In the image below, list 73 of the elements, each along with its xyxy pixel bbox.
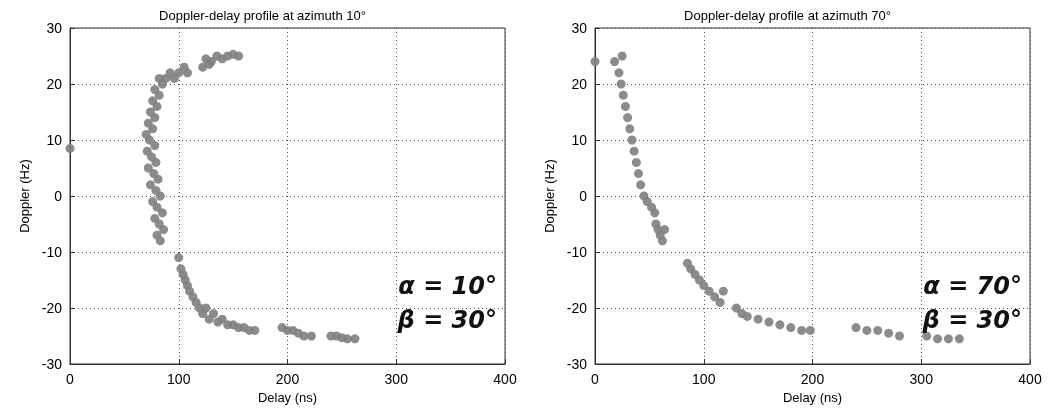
point bbox=[710, 292, 720, 302]
x-tick-label: 400 bbox=[493, 371, 517, 387]
point bbox=[614, 68, 624, 78]
y-tick-label: -20 bbox=[41, 300, 63, 316]
point bbox=[636, 180, 646, 190]
x-tick-label: 100 bbox=[167, 371, 191, 387]
y-tick-label: -10 bbox=[566, 244, 588, 260]
chart-title: Doppler-delay profile at azimuth 10° bbox=[159, 8, 366, 23]
x-tick-label: 0 bbox=[66, 371, 75, 387]
point bbox=[699, 281, 709, 291]
point bbox=[616, 79, 626, 89]
point bbox=[704, 286, 714, 296]
y-tick-label: 20 bbox=[571, 76, 588, 92]
point bbox=[657, 236, 667, 246]
point bbox=[753, 314, 763, 324]
x-tick-label: 200 bbox=[800, 371, 825, 387]
point bbox=[627, 135, 637, 145]
y-tick-label: 0 bbox=[579, 188, 588, 204]
point bbox=[742, 311, 752, 321]
y-tick-label: 10 bbox=[571, 132, 588, 148]
x-tick-label: 100 bbox=[692, 371, 716, 387]
point bbox=[797, 325, 807, 335]
point bbox=[623, 113, 633, 123]
point bbox=[686, 264, 696, 274]
point bbox=[764, 317, 774, 327]
point bbox=[631, 157, 641, 167]
y-tick-label: 0 bbox=[54, 188, 63, 204]
point bbox=[715, 297, 725, 307]
point bbox=[954, 334, 964, 344]
point bbox=[625, 124, 635, 134]
point bbox=[620, 101, 630, 111]
y-tick-label: 10 bbox=[46, 132, 63, 148]
point bbox=[895, 331, 904, 341]
y-tick-label: 30 bbox=[571, 20, 588, 36]
x-tick-label: 0 bbox=[591, 371, 600, 387]
point bbox=[862, 325, 872, 335]
annotation: α = 70° bbox=[923, 272, 1023, 300]
point bbox=[943, 334, 953, 344]
y-axis-title: Doppler (Hz) bbox=[541, 159, 557, 233]
point bbox=[617, 51, 627, 61]
point bbox=[718, 286, 728, 296]
point bbox=[775, 320, 785, 330]
y-axis-title: Doppler (Hz) bbox=[16, 159, 32, 233]
point bbox=[650, 208, 660, 218]
x-axis-title: Delay (ns) bbox=[782, 389, 843, 405]
point bbox=[629, 146, 639, 156]
y-tick-label: -30 bbox=[41, 356, 63, 372]
x-tick-label: 200 bbox=[275, 371, 300, 387]
chart-title: Doppler-delay profile at azimuth 70° bbox=[684, 8, 891, 23]
point bbox=[805, 325, 815, 335]
point bbox=[731, 303, 741, 313]
y-tick-label: -10 bbox=[41, 244, 63, 260]
y-tick-label: -20 bbox=[566, 300, 588, 316]
x-tick-label: 300 bbox=[909, 371, 934, 387]
y-tick-label: 30 bbox=[46, 20, 63, 36]
annotation: β = 30° bbox=[921, 306, 1023, 334]
y-tick-label: -30 bbox=[566, 356, 588, 372]
point bbox=[618, 90, 628, 100]
point bbox=[590, 57, 600, 67]
point bbox=[873, 325, 883, 335]
x-tick-label: 300 bbox=[384, 371, 409, 387]
x-tick-label: 400 bbox=[1018, 371, 1042, 387]
point bbox=[660, 225, 670, 235]
point bbox=[786, 323, 796, 333]
x-axis-title: Delay (ns) bbox=[257, 389, 318, 405]
point bbox=[610, 57, 620, 67]
point bbox=[634, 169, 643, 179]
annotation: α = 10° bbox=[398, 272, 498, 300]
point bbox=[933, 334, 943, 344]
y-tick-label: 20 bbox=[46, 76, 63, 92]
annotation: β = 30° bbox=[396, 306, 498, 334]
point bbox=[884, 328, 894, 338]
point bbox=[851, 323, 861, 333]
